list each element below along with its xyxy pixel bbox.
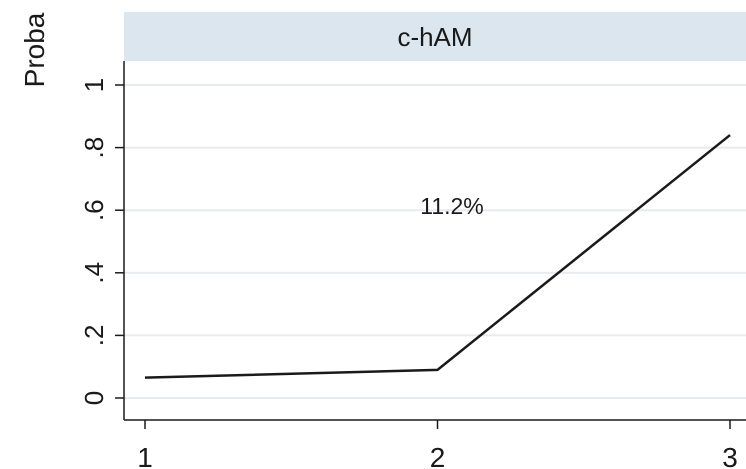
y-tick-label: .4 (79, 262, 109, 284)
axes (123, 61, 746, 421)
grid-lines (124, 84, 746, 399)
y-tick-label: 1 (79, 78, 109, 92)
panel-title: c-hAM (397, 22, 472, 52)
y-axis-title: Proba (19, 12, 50, 87)
x-tick-label: 3 (722, 442, 738, 469)
y-tick-label: 0 (79, 391, 109, 405)
y-tick-label: .8 (79, 137, 109, 159)
x-tick-label: 1 (137, 442, 153, 469)
y-tick-label: .6 (79, 199, 109, 221)
x-tick-label: 2 (430, 442, 446, 469)
y-tick-label: .2 (79, 325, 109, 347)
series-line (144, 134, 731, 379)
tick-marks (115, 84, 731, 429)
panel-header (124, 12, 746, 61)
tick-labels: 0 .2 .4 .6 .8 1 1 2 3 (79, 78, 738, 469)
series (144, 134, 731, 379)
annotation-label: 11.2% (420, 193, 484, 219)
